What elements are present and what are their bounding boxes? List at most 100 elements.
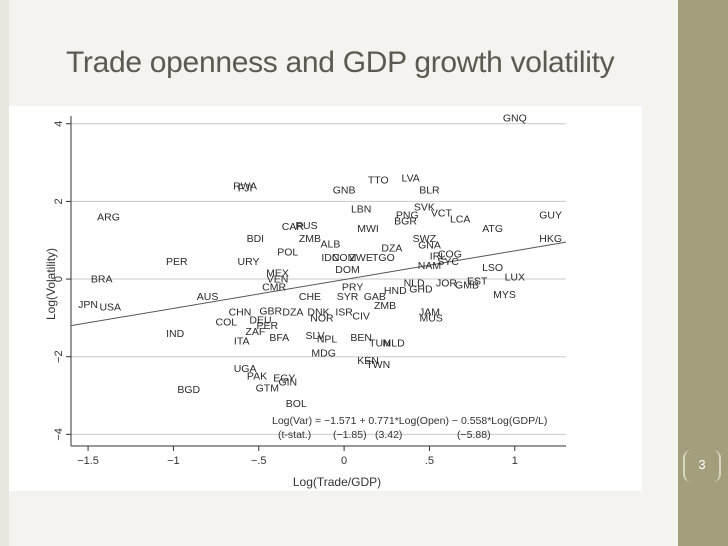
point-label: UGA	[234, 363, 257, 375]
axes: −4 −2 0 2 4 −1.5 −1 −.5 0 .5 1	[53, 116, 566, 467]
point-label: DZA	[381, 243, 402, 255]
point-label: GNB	[333, 184, 356, 196]
x-tick-label: −1.5	[77, 455, 99, 467]
point-label: CIV	[352, 310, 370, 322]
point-label: BOL	[286, 398, 307, 410]
point-label: PRY	[342, 281, 363, 293]
point-label: MUS	[419, 312, 442, 324]
point-label: PER	[256, 320, 278, 332]
x-tick-label: 1	[512, 455, 518, 467]
point-label: BGR	[394, 215, 417, 227]
y-tick-label: 4	[53, 121, 65, 127]
tstat-value: (−5.88)	[457, 429, 491, 441]
point-label: SYR	[337, 291, 359, 303]
y-tick-label: 2	[53, 198, 65, 204]
point-label: DEU	[249, 314, 271, 326]
point-label: COL	[216, 316, 238, 328]
regression-annotation: Log(Var) = −1.571 + 0.771*Log(Open) − 0.…	[272, 415, 547, 441]
page-number-badge: 3	[683, 450, 721, 482]
point-label: BGD	[177, 384, 200, 396]
fit-line-group	[70, 241, 567, 327]
point-label: MWI	[357, 223, 379, 235]
slide-left-border	[0, 0, 9, 546]
point-label: ITA	[234, 336, 250, 348]
point-label: BFA	[269, 332, 289, 344]
point-label: JPN	[78, 299, 98, 311]
x-tick-label: −.5	[251, 455, 267, 467]
point-label: IDN	[321, 252, 339, 264]
x-tick-label: 0	[341, 455, 347, 467]
regression-equation: Log(Var) = −1.571 + 0.771*Log(Open) − 0.…	[272, 415, 547, 427]
page-number: 3	[698, 457, 706, 472]
point-label: RUS	[295, 220, 317, 232]
point-label: BDI	[247, 233, 265, 245]
point-label: ZWE	[350, 252, 373, 264]
point-label: TUN	[369, 338, 391, 350]
x-axis-label: Log(Trade/GDP)	[293, 475, 381, 489]
point-label: TGO	[372, 252, 395, 264]
x-tick-label: −1	[167, 455, 180, 467]
point-label: MEX	[266, 268, 289, 280]
point-label: AUS	[197, 291, 219, 303]
point-label: SYC	[437, 256, 459, 268]
point-label: GTM	[256, 382, 279, 394]
point-label: VCT	[431, 208, 453, 220]
point-label: COG	[438, 248, 462, 260]
point-label: RWA	[233, 180, 257, 192]
point-label: SVK	[414, 202, 435, 214]
point-label: GMB	[455, 279, 479, 291]
point-label: ISR	[335, 307, 353, 319]
point-label: DZA	[282, 307, 303, 319]
point-label: IND	[166, 328, 185, 340]
point-label: FJI	[238, 182, 253, 194]
point-label: SWZ	[413, 233, 437, 245]
point-label: SLV	[306, 330, 325, 342]
fit-line	[70, 241, 567, 327]
point-label: ALB	[321, 239, 341, 251]
point-label: EGY	[273, 373, 295, 385]
tstat-value: (3.42)	[375, 429, 402, 441]
point-label: ZMB	[299, 233, 321, 245]
tstat-value: (−1.85)	[333, 429, 367, 441]
point-label: GAB	[364, 291, 386, 303]
point-label: JOR	[436, 277, 457, 289]
point-label: GHD	[409, 283, 433, 295]
point-label: ZAF	[245, 326, 265, 338]
point-label: TWN	[366, 359, 390, 371]
point-label: ATG	[482, 223, 503, 235]
tstat-label: (t-stat.)	[278, 429, 311, 441]
point-label: JAM	[419, 307, 440, 319]
chart-panel: −4 −2 0 2 4 −1.5 −1 −.5 0 .5 1 GNQ TTO LVA FJI RWA GNB B…	[9, 106, 642, 491]
point-label: GUY	[539, 210, 562, 222]
point-label: PNG	[396, 210, 419, 222]
point-label: BRA	[91, 274, 113, 286]
point-label: GNQ	[503, 112, 527, 124]
y-tick-label: −2	[53, 350, 65, 363]
point-label: CMR	[262, 281, 286, 293]
point-label: GBR	[259, 305, 282, 317]
point-label: HKG	[539, 233, 562, 245]
point-label: ARG	[97, 211, 120, 223]
point-label: LVA	[402, 173, 420, 185]
point-label: EST	[467, 276, 488, 288]
point-label: MDG	[311, 347, 336, 359]
point-label: CHN	[229, 307, 252, 319]
point-label: LSO	[482, 262, 503, 274]
point-label: GNA	[418, 239, 441, 251]
point-label: NAM	[418, 260, 441, 272]
point-label: PAK	[247, 371, 267, 383]
point-label: NLD	[404, 277, 425, 289]
point-label: NPL	[317, 334, 338, 346]
y-tick-label: −4	[53, 428, 65, 441]
point-label: POL	[277, 246, 298, 258]
point-label: BLR	[419, 184, 440, 196]
slide-title: Trade openness and GDP growth volatility	[66, 46, 615, 79]
point-label: NOR	[310, 312, 334, 324]
point-label: VEN	[267, 274, 289, 286]
point-label: LCA	[450, 213, 470, 225]
point-label: KEN	[357, 355, 379, 367]
x-tick-label: .5	[425, 455, 434, 467]
point-label: LBN	[351, 204, 371, 216]
point-label: DNK	[307, 307, 329, 319]
